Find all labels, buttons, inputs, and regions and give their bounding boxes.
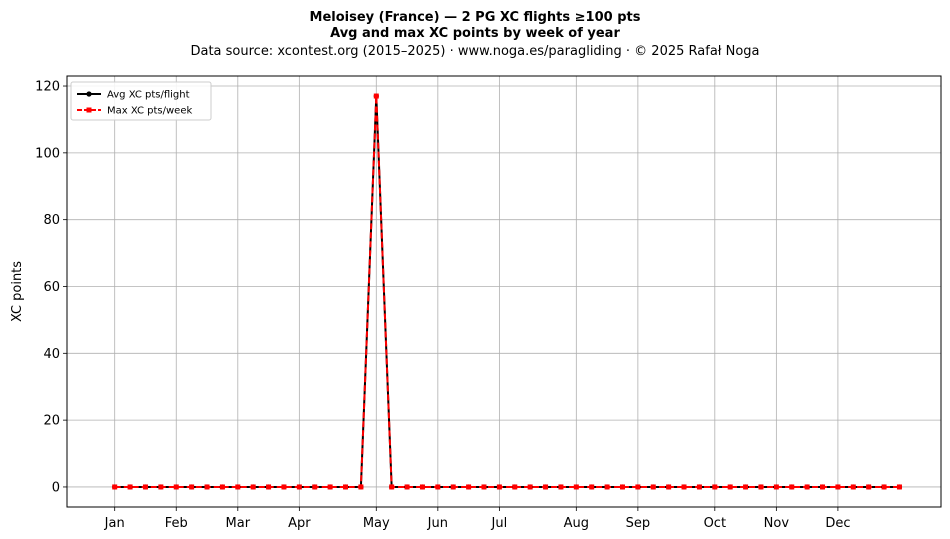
x-tick-label: Mar — [226, 516, 251, 531]
plot-frame — [66, 75, 942, 508]
series-2-point — [312, 484, 318, 490]
series-2-point — [604, 484, 610, 490]
y-tick-label: 60 — [43, 280, 60, 295]
series-2-point — [850, 484, 856, 490]
legend-swatch-marker-1 — [86, 91, 92, 97]
legend-label-2: Max XC pts/week — [107, 106, 192, 117]
y-tick-label: 80 — [43, 213, 60, 228]
x-tick-label: Dec — [825, 516, 850, 531]
series-line-2 — [114, 95, 900, 488]
series-2-point — [573, 484, 579, 490]
chart-subtitle: Avg and max XC points by week of year — [330, 26, 620, 41]
legend: Avg XC pts/flight Max XC pts/week — [70, 81, 212, 121]
series-2-point — [789, 484, 795, 490]
series-2-point — [219, 484, 225, 490]
legend-box — [70, 81, 212, 121]
series-2-point — [543, 484, 549, 490]
series-2-point — [696, 484, 702, 490]
x-tick-label: Aug — [564, 516, 589, 531]
series-2-point — [435, 484, 441, 490]
x-tick-label: Jul — [491, 516, 508, 531]
series-2-point — [896, 484, 902, 490]
legend-label-1: Avg XC pts/flight — [107, 90, 190, 101]
x-tick-label: Nov — [764, 516, 790, 531]
x-tick-label: Oct — [704, 516, 726, 531]
series-2-point — [281, 484, 287, 490]
series-2-point — [619, 484, 625, 490]
series-2-point — [127, 484, 133, 490]
series-2-point — [804, 484, 810, 490]
series-2-point — [758, 484, 764, 490]
x-tick-label: Jun — [427, 516, 448, 531]
series-2-point — [235, 484, 241, 490]
series-2-point — [481, 484, 487, 490]
series-2-point — [204, 484, 210, 490]
series-2-point — [296, 484, 302, 490]
series-2-point — [773, 484, 779, 490]
series-2-point — [327, 484, 333, 490]
x-tick-label: Sep — [626, 516, 651, 531]
y-axis-label: XC points — [10, 261, 25, 322]
x-tick-label: Feb — [165, 516, 188, 531]
series-2-point — [142, 484, 148, 490]
series-2-point — [712, 484, 718, 490]
series-2-point — [373, 93, 379, 99]
x-tick-label: Jan — [104, 516, 125, 531]
series-2-point — [866, 484, 872, 490]
series-2-point — [189, 484, 195, 490]
series-2-point — [558, 484, 564, 490]
ticks: 0 20 40 60 80 100 120 Jan Feb Mar Apr May Jun Jul Aug S… — [35, 80, 850, 531]
series-2-point — [666, 484, 672, 490]
grid — [67, 76, 941, 507]
series-2-point — [404, 484, 410, 490]
series-2-point — [835, 484, 841, 490]
y-tick-label: 0 — [52, 480, 60, 495]
series-2-point — [496, 484, 502, 490]
y-tick-label: 40 — [43, 347, 60, 362]
series-2-point — [419, 484, 425, 490]
series-2-point — [512, 484, 518, 490]
series-layer — [112, 93, 903, 490]
chart-source-line: Data source: xcontest.org (2015–2025) · … — [190, 44, 759, 59]
series-2-point — [681, 484, 687, 490]
series-2-point — [650, 484, 656, 490]
series-2-point — [589, 484, 595, 490]
series-2-point — [450, 484, 456, 490]
series-2-point — [112, 484, 118, 490]
x-tick-label: May — [363, 516, 390, 531]
series-2-point — [389, 484, 395, 490]
series-2-point — [527, 484, 533, 490]
y-tick-label: 120 — [35, 80, 60, 95]
series-2-point — [466, 484, 472, 490]
series-2-point — [173, 484, 179, 490]
series-2-point — [343, 484, 349, 490]
series-2-point — [358, 484, 364, 490]
series-2-point — [250, 484, 256, 490]
series-2-point — [881, 484, 887, 490]
series-2-point — [266, 484, 272, 490]
series-2-point — [727, 484, 733, 490]
series-2-point — [158, 484, 164, 490]
x-tick-label: Apr — [288, 516, 311, 531]
series-2-point — [635, 484, 641, 490]
series-line-1 — [114, 95, 900, 488]
chart-title: Meloisey (France) — 2 PG XC flights ≥100… — [310, 10, 641, 25]
series-2-point — [820, 484, 826, 490]
y-tick-label: 100 — [35, 146, 60, 161]
y-tick-label: 20 — [43, 414, 60, 429]
legend-swatch-marker-2 — [86, 107, 92, 113]
series-2-point — [743, 484, 749, 490]
